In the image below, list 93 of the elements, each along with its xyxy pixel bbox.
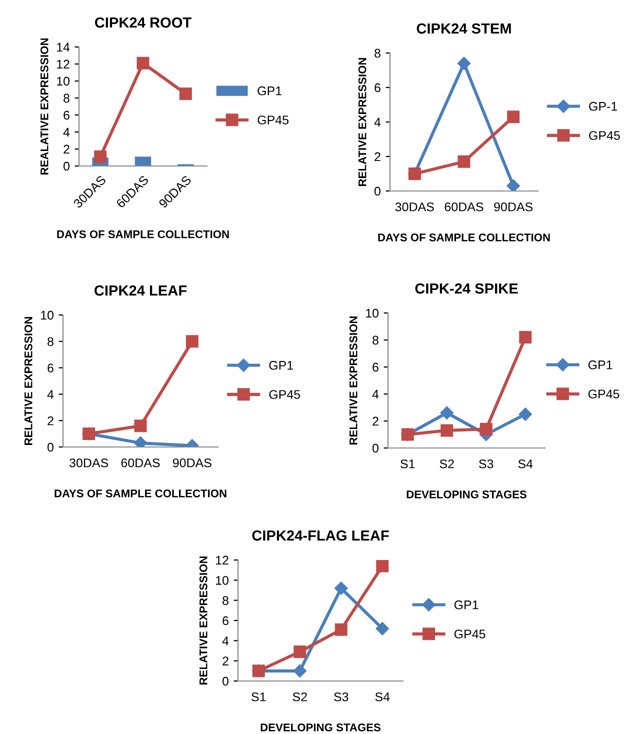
y-tick-label: 12 xyxy=(216,556,228,565)
y-tick-label: 0 xyxy=(222,676,228,686)
y-tick-label: 4 xyxy=(222,636,229,646)
y-tick-label: 0 xyxy=(48,442,54,452)
y-axis-title: RELATIVE EXPRESSION xyxy=(199,556,208,684)
y-tick-label: 10 xyxy=(57,76,70,86)
point xyxy=(507,110,520,124)
x-tick-label: 60DAS xyxy=(121,458,160,468)
y-tick-label: 6 xyxy=(222,616,228,626)
legend-label: GP1 xyxy=(269,360,293,370)
point xyxy=(440,406,454,420)
x-axis-title: DAYS OF SAMPLE COLLECTION xyxy=(378,234,550,242)
point xyxy=(94,150,107,163)
point xyxy=(334,582,348,595)
point xyxy=(506,179,520,191)
point xyxy=(294,646,306,658)
y-tick-label: 4 xyxy=(63,128,70,137)
x-axis-title: DAYS OF SAMPLE COLLECTION xyxy=(57,230,229,238)
y-tick-label: 8 xyxy=(64,94,70,103)
legend-label: GP45 xyxy=(589,131,620,140)
point xyxy=(186,335,198,348)
x-tick-label: S1 xyxy=(252,692,266,702)
y-tick-label: 12 xyxy=(57,60,70,69)
bar xyxy=(134,156,152,166)
x-tick-label: 30DAS xyxy=(70,458,108,468)
legend-label: GP45 xyxy=(454,630,486,638)
y-axis-title: RELATIVE EXPRESSION xyxy=(358,58,366,186)
legend-label: GP45 xyxy=(269,390,300,399)
y-tick-label: 6 xyxy=(48,364,54,372)
legend-label: GP1 xyxy=(454,600,478,610)
y-axis-title: RELATIVE EXPRESSION xyxy=(349,316,358,444)
x-tick-label: S2 xyxy=(292,692,307,702)
legend-label: GP45 xyxy=(258,116,288,124)
point xyxy=(480,422,492,436)
chart-title: CIPK24 LEAF xyxy=(94,285,187,296)
x-tick-label: S1 xyxy=(400,459,415,468)
y-tick-label: 0 xyxy=(64,162,70,171)
point xyxy=(179,88,192,100)
point xyxy=(376,560,389,572)
chart-title: CIPK-24 SPIKE xyxy=(415,283,518,294)
point xyxy=(134,436,148,447)
point xyxy=(518,408,532,421)
y-tick-label: 8 xyxy=(222,596,228,605)
point xyxy=(458,155,470,168)
x-tick-label: S2 xyxy=(440,459,454,468)
point xyxy=(334,623,348,636)
point xyxy=(293,664,306,678)
y-tick-label: 2 xyxy=(222,656,228,666)
x-tick-label: S3 xyxy=(334,692,348,702)
y-tick-label: 2 xyxy=(64,144,70,154)
y-tick-label: 10 xyxy=(216,576,228,585)
point xyxy=(136,56,150,70)
y-tick-label: 6 xyxy=(372,362,378,372)
y-tick-label: 4 xyxy=(372,390,379,399)
x-axis-title: DEVELOPING STAGES xyxy=(260,724,380,732)
y-tick-label: 2 xyxy=(372,416,378,426)
y-tick-label: 8 xyxy=(48,337,54,346)
legend-label: GP45 xyxy=(588,390,620,398)
y-tick-label: 0 xyxy=(374,186,380,196)
x-tick-label: 90DAS xyxy=(494,202,533,212)
chart-title: CIPK24 ROOT xyxy=(94,17,192,28)
point xyxy=(376,622,389,636)
point xyxy=(519,331,532,344)
point xyxy=(457,56,471,70)
legend-label: GP1 xyxy=(258,86,282,96)
y-tick-label: 4 xyxy=(47,390,54,399)
x-tick-label: 90DAS xyxy=(172,458,212,468)
y-tick-label: 6 xyxy=(374,83,380,92)
x-axis-title: DAYS OF SAMPLE COLLECTION xyxy=(54,490,226,498)
y-tick-label: 14 xyxy=(57,42,70,52)
y-tick-label: 6 xyxy=(64,110,70,120)
legend-label: GP-1 xyxy=(589,102,618,111)
y-tick-label: 2 xyxy=(48,416,54,426)
x-tick-label: S3 xyxy=(479,459,494,468)
x-tick-label: S4 xyxy=(375,692,390,702)
y-axis-title: REALATIVE EXPRESSION xyxy=(40,38,48,174)
chart-title: CIPK24-FLAG LEAF xyxy=(252,530,389,541)
y-tick-label: 10 xyxy=(366,308,378,318)
x-tick-label: 60DAS xyxy=(444,202,484,212)
y-tick-label: 8 xyxy=(372,336,378,345)
x-tick-label: S4 xyxy=(518,459,533,468)
chart-title: CIPK24 STEM xyxy=(416,23,511,34)
point xyxy=(134,420,147,432)
point xyxy=(440,424,454,437)
y-axis-title: RELATIVE EXPRESSION xyxy=(24,317,32,445)
legend-label: GP1 xyxy=(588,360,612,370)
y-tick-label: 10 xyxy=(41,310,54,320)
x-axis-title: DEVELOPING STAGES xyxy=(406,490,526,498)
x-tick-label: 30DAS xyxy=(395,202,434,212)
y-tick-label: 2 xyxy=(374,152,380,162)
y-tick-label: 4 xyxy=(374,118,381,127)
y-tick-label: 8 xyxy=(374,48,380,58)
y-tick-label: 0 xyxy=(372,444,378,453)
